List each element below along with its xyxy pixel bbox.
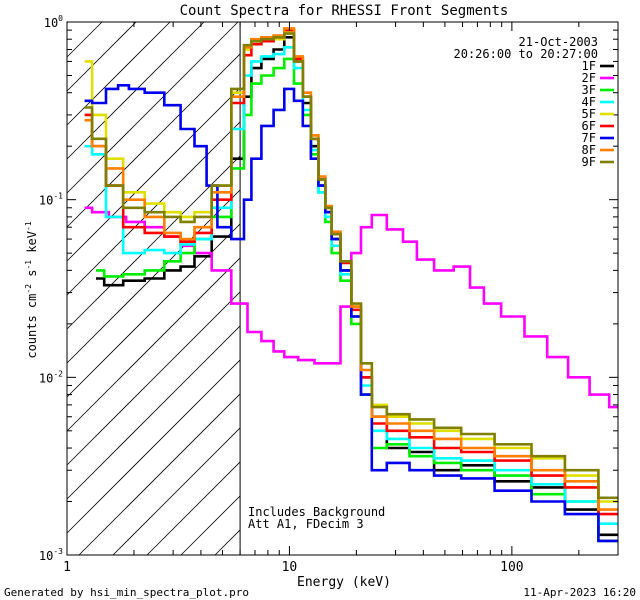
time-range: 20:26:00 to 20:27:00 [454,47,599,61]
hatch-line [66,359,241,534]
legend-label-2F: 2F [582,71,596,85]
hatch-line [66,87,241,262]
hatch-line [66,257,241,432]
hatch-line [66,155,241,330]
series-line-8F [84,27,618,511]
axis-ticks [66,21,619,556]
y-tick-label: 10-1 [39,192,63,208]
observation-date: 21-Oct-2003 [519,35,598,49]
legend-label-5F: 5F [582,107,596,121]
footer-timestamp: 11-Apr-2023 16:20 [523,586,636,599]
hatch-line [66,325,241,500]
x-tick-label: 1 [63,560,71,575]
legend-label-6F: 6F [582,119,596,133]
y-tick-label: 100 [44,14,63,30]
hatch-line [66,21,239,194]
x-tick-label: 10 [282,560,298,575]
hatch-line [66,21,137,92]
series-layer [84,27,618,543]
hatch-line [146,461,241,556]
chart-title: Count Spectra for RHESSI Front Segments [180,3,509,19]
y-axis-label: counts cm-2 s-1 keV-1 [24,221,39,358]
annotation-background: Includes Background [248,505,385,519]
series-line-7F [84,84,618,543]
annotation-attenuator: Att A1, FDecim 3 [248,517,364,531]
series-line-9F [84,32,618,500]
legend-label-9F: 9F [582,155,596,169]
x-tick-label: 100 [500,560,523,575]
y-tick-label: 10-2 [39,369,63,385]
legend-label-4F: 4F [582,95,596,109]
hatch-line [180,495,241,556]
legend-label-1F: 1F [582,59,596,73]
x-axis-label: Energy (keV) [297,575,391,590]
hatch-line [66,291,241,466]
plot-frame [66,21,619,556]
hatch-line [214,529,241,556]
hatch-line [112,427,241,556]
legend-label-8F: 8F [582,143,596,157]
y-tick-label: 10-3 [39,547,63,563]
hatch-line [66,53,241,228]
hatch-line [66,21,205,160]
hatch-line [78,393,241,556]
hatch-line [66,21,171,126]
background-hatch-region [66,21,241,556]
footer-generator: Generated by hsi_min_spectra_plot.pro [4,586,249,599]
series-line-4F [84,46,618,525]
legend-label-3F: 3F [582,83,596,97]
x-tick-labels: 1 10 100 [63,560,524,575]
hatch-line [66,121,241,296]
legend-label-7F: 7F [582,131,596,145]
hatch-line [66,21,103,58]
y-tick-labels: 100 10-1 10-2 10-3 [39,14,63,563]
series-line-3F [96,57,618,543]
